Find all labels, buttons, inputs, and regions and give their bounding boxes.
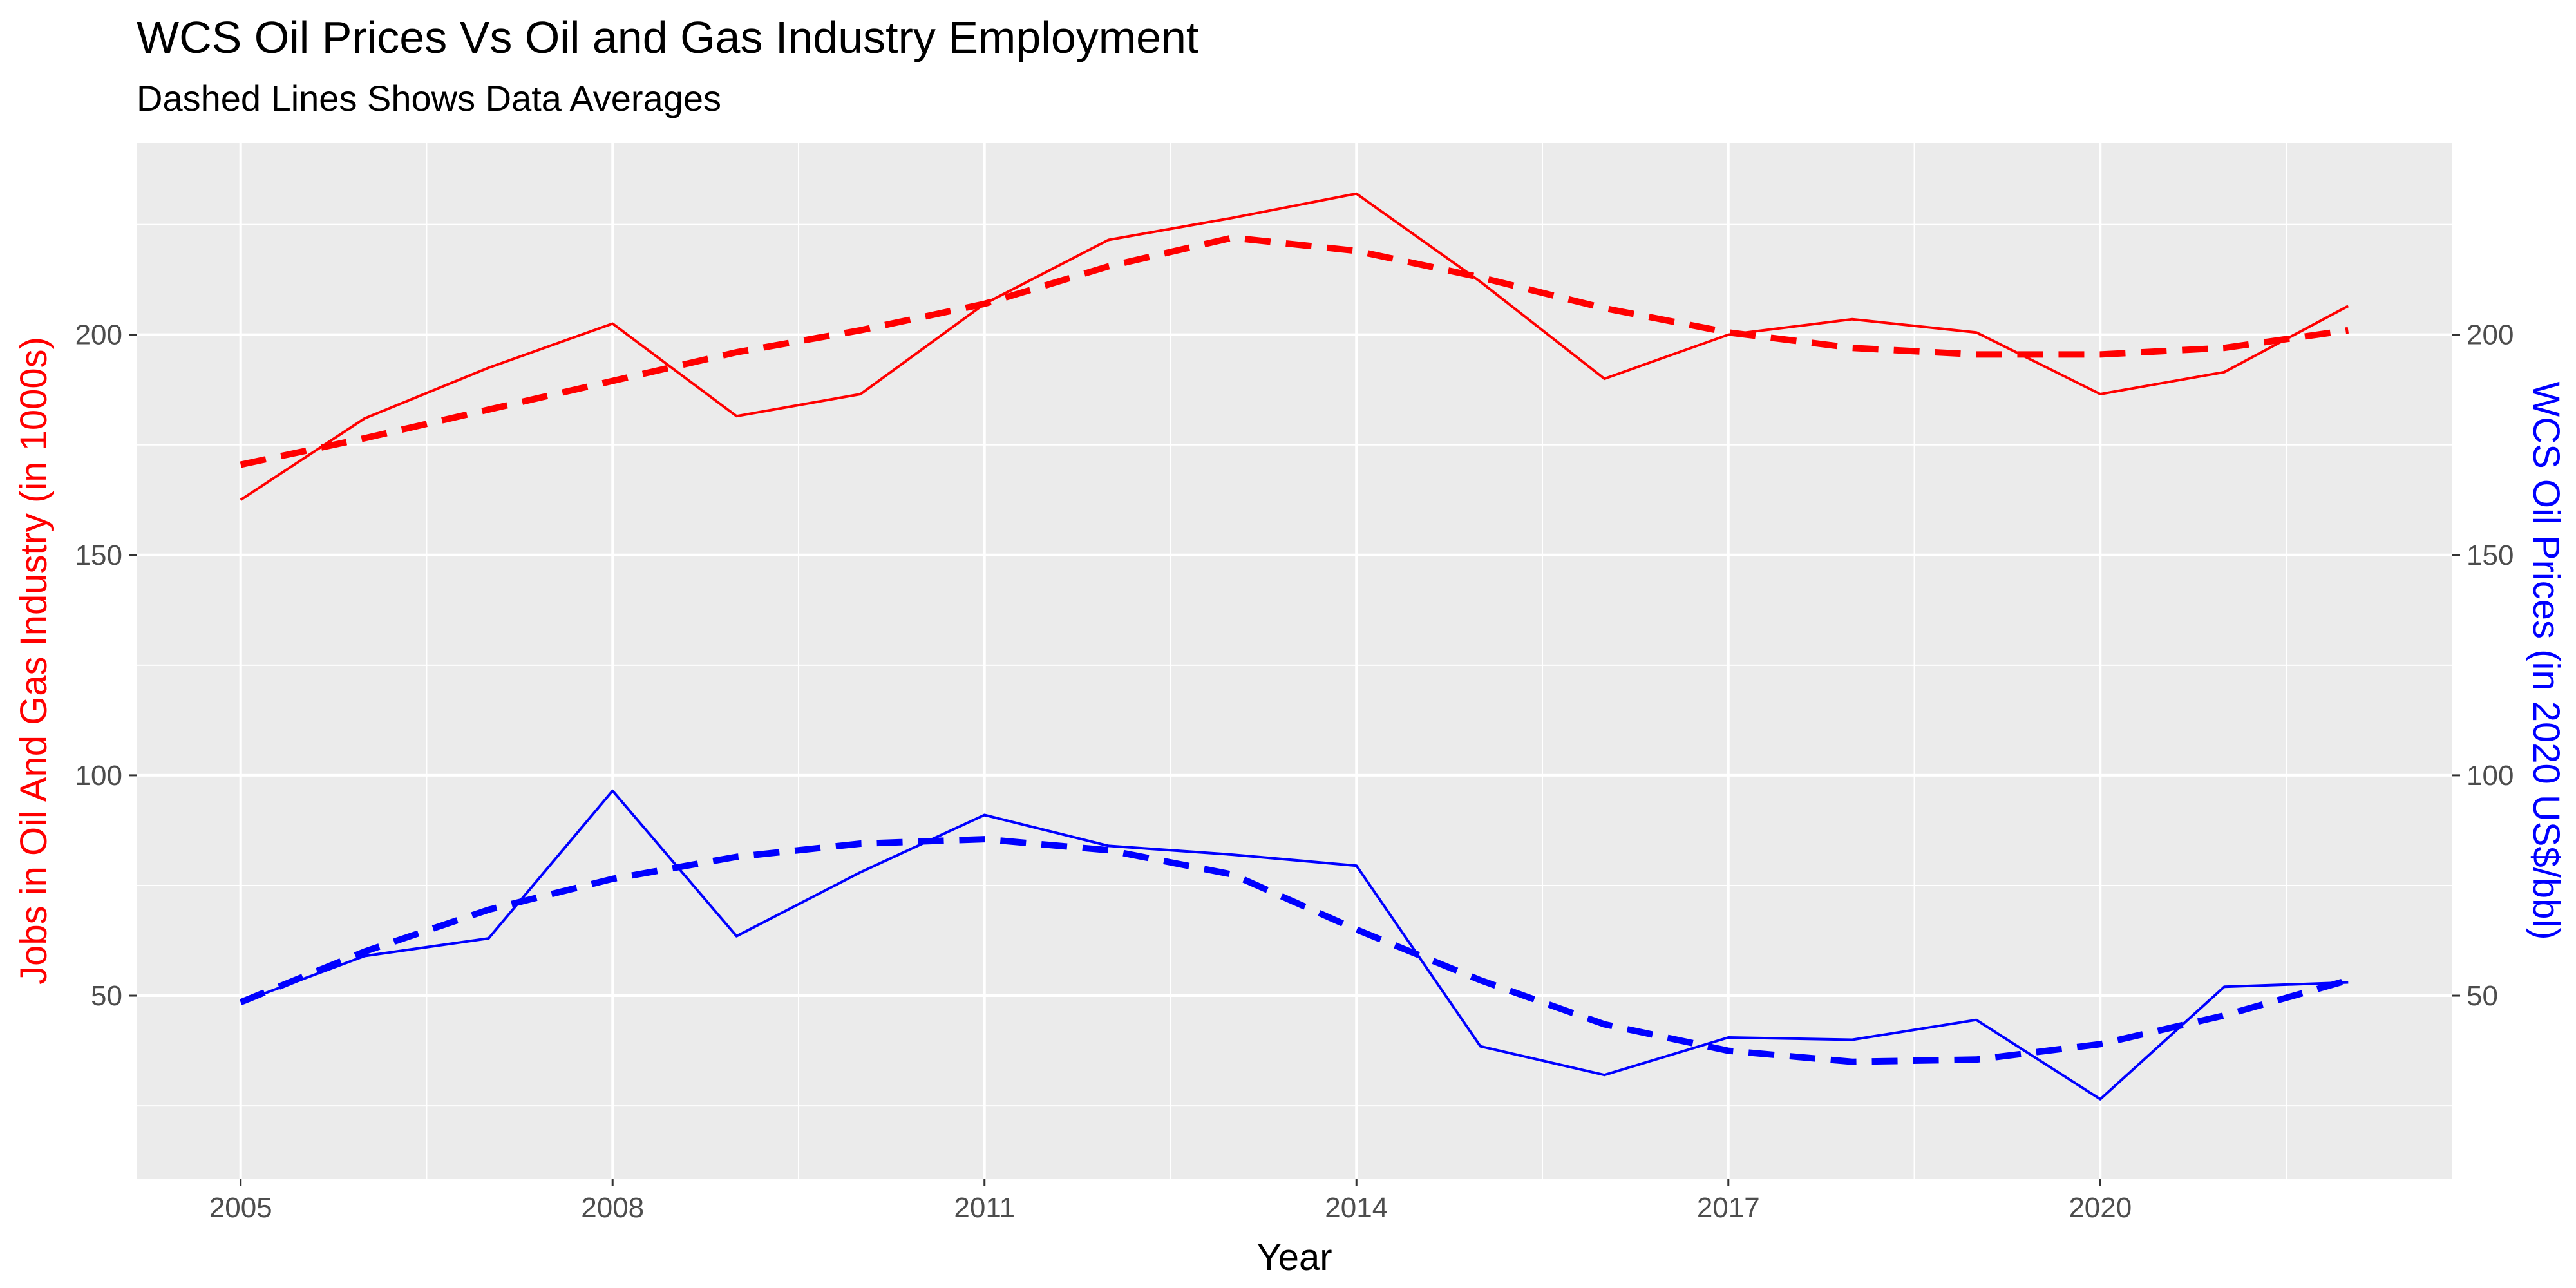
series-line-4 (239, 836, 2349, 1065)
plot-panel (137, 143, 2452, 1179)
x-tick-label: 2020 (2069, 1192, 2132, 1224)
series-line-3 (240, 789, 2349, 1101)
y-tick-label-right: 200 (2467, 319, 2514, 351)
x-tick-label: 2008 (581, 1192, 644, 1224)
chart-title: WCS Oil Prices Vs Oil and Gas Industry E… (137, 12, 1198, 62)
y-tick-label-left: 200 (75, 319, 122, 351)
y-tick-label-left: 50 (91, 980, 122, 1012)
x-tick-label: 2005 (209, 1192, 272, 1224)
y-tick-label-right: 100 (2467, 760, 2514, 791)
series-layer (239, 192, 2349, 1101)
y-tick-label-left: 100 (75, 760, 122, 791)
x-tick-label: 2014 (1325, 1192, 1388, 1224)
x-tick-label: 2017 (1697, 1192, 1760, 1224)
y-tick-label-right: 50 (2467, 980, 2498, 1012)
series-line-1 (240, 192, 2349, 501)
axis-ticks: 2005 2008 2011 2014 2017 2020 50 50 100 100 150 150… (75, 319, 2514, 1224)
y-axis-title-left: Jobs in Oil And Gas Industry (in 1000s) (13, 337, 55, 985)
series-line-2 (240, 234, 2349, 468)
y-tick-label-left: 150 (75, 540, 122, 571)
grid-minor (137, 143, 2452, 1179)
grid-major (137, 143, 2452, 1179)
y-tick-label-right: 150 (2467, 540, 2514, 571)
x-axis-title: Year (1256, 1236, 1332, 1278)
y-axis-title-right: WCS Oil Prices (in 2020 US$/bbl) (2525, 381, 2567, 940)
chart-subtitle: Dashed Lines Shows Data Averages (137, 78, 721, 118)
x-tick-label: 2011 (954, 1192, 1015, 1224)
